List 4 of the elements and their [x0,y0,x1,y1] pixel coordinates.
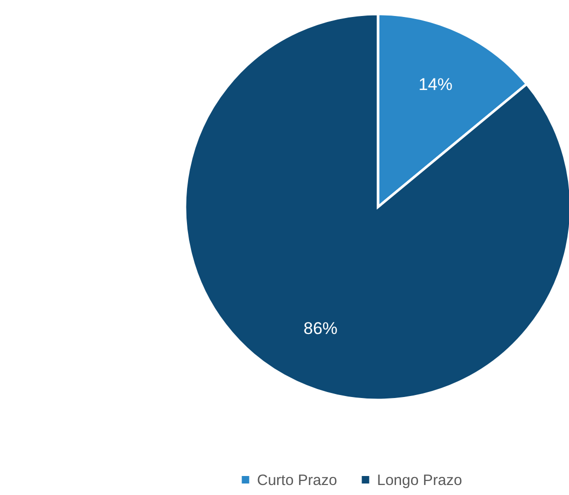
legend-label: Curto Prazo [257,472,338,489]
data-label: 86% [304,319,338,338]
legend-label: Longo Prazo [377,472,462,489]
data-label: 14% [418,74,452,94]
